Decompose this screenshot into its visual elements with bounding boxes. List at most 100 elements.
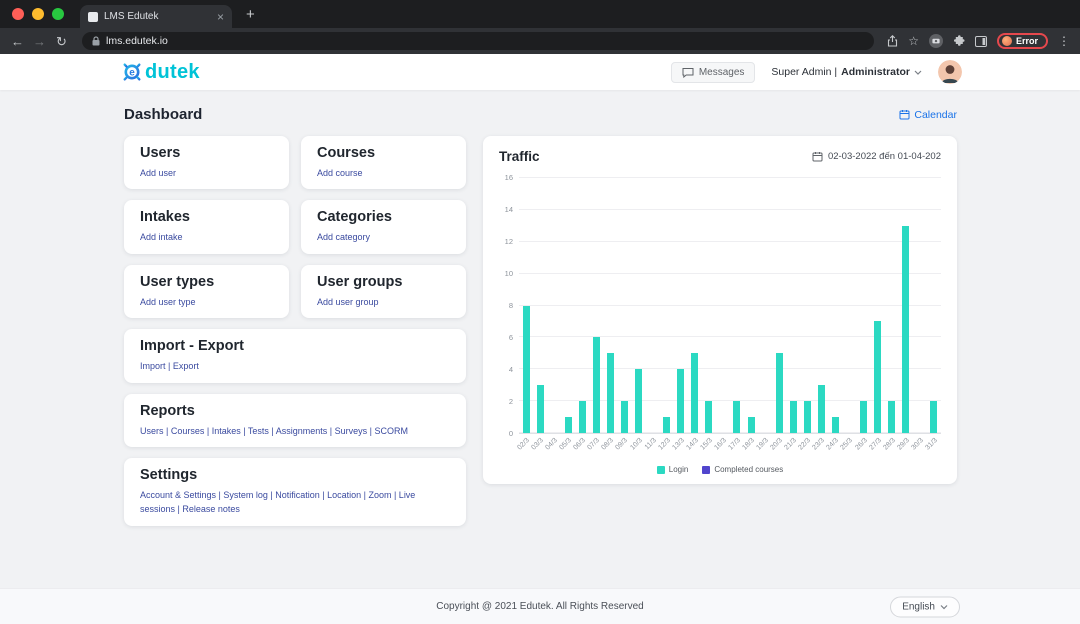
x-slot: 31/3 [924,434,941,462]
bar-slot [533,178,547,433]
login-bar-14/3[interactable] [691,353,699,433]
login-bar-24/3[interactable] [831,417,839,433]
x-tick-label: 11/3 [643,437,658,452]
browser-menu-button[interactable]: ⋮ [1058,34,1070,48]
date-range-label: 02-03-2022 đến 01-04-202 [827,151,941,162]
bar-slot [716,178,730,433]
login-bar-28/3[interactable] [888,401,896,433]
add-course-link[interactable]: Add course [317,168,363,178]
bar-slot [730,178,744,433]
x-tick-label: 14/3 [685,437,700,452]
bookmark-star-icon[interactable]: ☆ [908,34,919,48]
traffic-card: Traffic 02-03-2022 đến 01-04-202 0 2 4 6 8 10… [483,136,957,484]
login-bar-22/3[interactable] [803,401,811,433]
share-icon[interactable] [887,35,898,47]
reports-links[interactable]: Users | Courses | Intakes | Tests | Assi… [140,425,408,436]
login-bar-07/3[interactable] [592,337,600,433]
login-bar-06/3[interactable] [578,401,586,433]
login-bar-20/3[interactable] [775,353,783,433]
gridline [519,272,941,274]
edutek-gear-icon: e [120,60,144,84]
user-menu[interactable]: Super Admin | Administrator [771,66,922,78]
bar-slot [688,178,702,433]
add-intake-link[interactable]: Add intake [140,232,183,243]
login-bar-10/3[interactable] [635,369,643,433]
login-bar-02/3[interactable] [522,305,530,433]
bar-slot [814,178,828,433]
camera-icon[interactable] [928,34,943,48]
x-tick-label: 31/3 [924,437,939,452]
calendar-link[interactable]: Calendar [899,109,957,121]
extensions-icon[interactable] [953,35,965,47]
forward-button[interactable]: → [33,33,46,49]
chart-x-labels: 02/3 03/3 04/3 05/3 06/3 07/3 08/3 09/3 10/3 11/3… [516,434,941,462]
bar-slot [603,178,617,433]
bar-slot [660,178,674,433]
add-user-group-link[interactable]: Add user group [317,296,379,307]
calendar-label: Calendar [914,108,957,121]
window-zoom-button[interactable] [52,8,64,20]
window-minimize-button[interactable] [32,8,44,20]
sidebar-icon[interactable] [974,35,987,47]
x-tick-label: 23/3 [811,437,827,452]
login-bar-17/3[interactable] [733,401,741,433]
bar-slot [617,178,631,433]
message-bubble-icon [682,67,694,78]
address-bar[interactable]: lms.edutek.io [82,32,875,50]
date-range-picker[interactable]: 02-03-2022 đến 01-04-202 [812,151,941,162]
add-category-link[interactable]: Add category [317,232,371,243]
login-bar-08/3[interactable] [606,353,614,433]
new-tab-button[interactable]: + [246,5,255,23]
add-user-type-link[interactable]: Add user type [140,296,196,307]
settings-links[interactable]: Account & Settings | System log | Notifi… [140,489,416,515]
bar-slot [674,178,688,433]
card-title: Categories [317,209,392,226]
legend-item-login[interactable]: Login [656,465,688,474]
x-tick-label: 30/3 [910,437,925,452]
error-badge-label: Error [1015,36,1038,46]
x-slot: 30/3 [910,434,927,462]
tab-close-icon[interactable]: × [216,9,224,24]
login-bar-26/3[interactable] [860,401,868,433]
x-tick-label: 08/3 [600,437,616,452]
import-export-links[interactable]: Import | Export [140,361,199,372]
login-bar-12/3[interactable] [663,417,671,433]
login-bar-05/3[interactable] [564,417,572,433]
login-bar-21/3[interactable] [789,401,797,433]
card-intakes: Intakes Add intake [124,200,289,254]
legend-item-completed-courses[interactable]: Completed courses [702,465,783,474]
card-title: Users [140,145,181,161]
login-bar-23/3[interactable] [817,385,825,433]
card-settings: Settings Account & Settings | System log… [124,457,466,526]
chevron-down-icon [914,70,922,75]
gridline [519,368,941,370]
login-bar-31/3[interactable] [930,401,938,433]
bar-slot [589,178,603,433]
login-bar-13/3[interactable] [677,369,685,433]
reload-button[interactable]: ↻ [56,33,67,49]
card-users: Users Add user [124,136,289,190]
x-slot: 28/3 [882,434,899,462]
x-tick-label: 20/3 [769,437,785,452]
card-courses: Courses Add course [301,136,466,190]
y-tick-label: 10 [504,269,513,278]
user-avatar[interactable] [938,60,962,84]
add-user-link[interactable]: Add user [140,168,177,178]
login-bar-03/3[interactable] [536,385,544,433]
profile-error-badge[interactable]: Error [996,33,1048,49]
x-slot: 14/3 [685,434,702,462]
legend-label: Completed courses [714,465,784,474]
login-bar-09/3[interactable] [620,401,628,433]
login-bar-29/3[interactable] [902,225,910,433]
browser-tab[interactable]: LMS Edutek × [80,5,232,28]
login-bar-15/3[interactable] [705,401,713,433]
back-button[interactable]: ← [11,33,24,49]
language-selector[interactable]: English [890,596,960,617]
x-tick-label: 15/3 [699,437,714,452]
login-bar-18/3[interactable] [747,417,755,433]
x-tick-label: 27/3 [867,437,883,452]
login-bar-27/3[interactable] [874,321,882,433]
messages-button[interactable]: Messages [670,61,756,83]
window-close-button[interactable] [12,8,24,20]
edutek-logo[interactable]: e dutek [120,60,200,84]
